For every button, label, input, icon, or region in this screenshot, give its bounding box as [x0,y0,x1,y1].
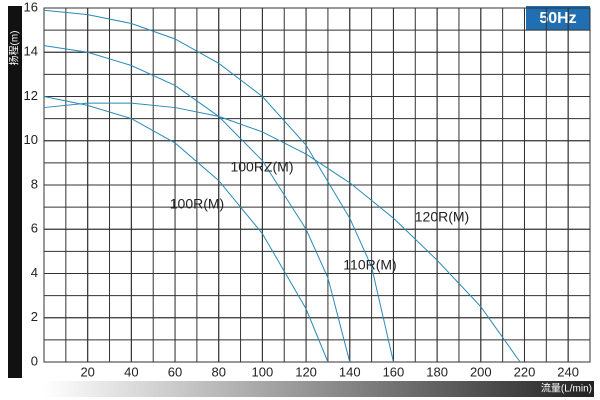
curve [43,9,394,363]
x-tick-label: 240 [557,364,579,379]
x-tick-label: 140 [339,364,361,379]
x-tick-label: 60 [168,364,182,379]
y-tick-label: 2 [31,309,38,324]
x-tick-label: 100 [252,364,274,379]
curve-label: 110R(M) [343,257,396,273]
y-tick-label: 8 [31,176,38,191]
y-axis-title: 扬程(m) [8,31,21,66]
x-axis-band [44,381,594,397]
x-tick-label: 20 [80,364,94,379]
y-tick-label: 16 [24,0,38,14]
badge: 50Hz [539,10,576,27]
x-tick-label: 200 [470,364,492,379]
curve-label: 120R(M) [415,209,469,225]
x-axis-title: 流量(L/min) [541,382,592,395]
y-tick-label: 6 [31,221,38,236]
curve [43,102,521,363]
curve-label: 100R(M) [170,196,224,212]
y-tick-label: 4 [31,265,38,280]
y-axis-band [8,6,22,378]
x-tick-label: 160 [383,364,405,379]
badge-box [526,6,590,30]
y-tick-label: 12 [24,88,38,103]
curve [43,96,329,363]
y-tick-label: 14 [24,44,38,59]
x-tick-label: 80 [211,364,225,379]
x-tick-label: 120 [295,364,317,379]
y-tick-label: 10 [24,132,38,147]
y-tick-label: 0 [31,353,38,368]
x-tick-label: 40 [124,364,138,379]
x-tick-label: 180 [426,364,448,379]
curve-label: 100RZ(M) [230,159,293,175]
x-tick-label: 220 [514,364,536,379]
